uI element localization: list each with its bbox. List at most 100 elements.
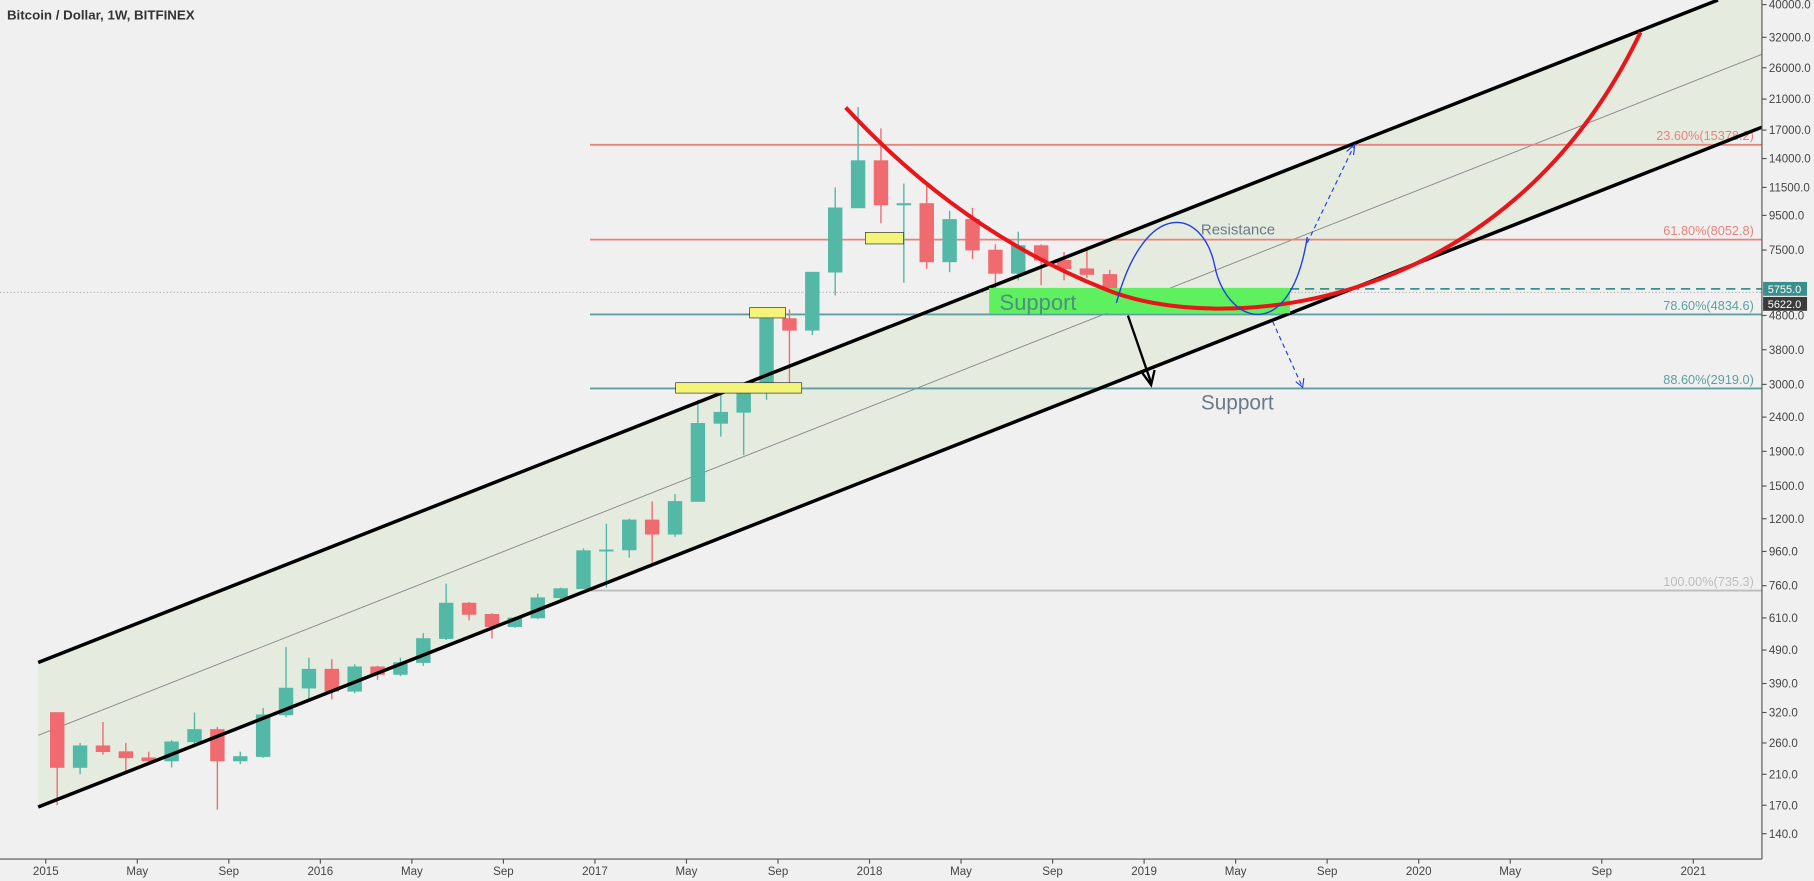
channel-lower [37, 125, 1763, 809]
x-tick-label: Sep [1042, 866, 1063, 878]
x-tick-label: May [1499, 866, 1521, 878]
candle-body [49, 712, 65, 768]
downtrend-curve [844, 106, 1106, 291]
candle-body [850, 160, 866, 209]
y-tick-label: 140.0 [1769, 829, 1798, 841]
candle-body [919, 203, 934, 263]
x-tick-label: Sep [1591, 866, 1612, 878]
price-label: 5622.0 [1768, 299, 1802, 311]
arrow-head [1295, 377, 1305, 389]
fib-label: 88.60%(2919.0) [1663, 372, 1754, 387]
price-label-box [1763, 296, 1808, 311]
candle-body [827, 207, 843, 273]
annotation: Support [1000, 290, 1077, 315]
y-tick-label: 11500.0 [1769, 182, 1810, 194]
candle-body [759, 318, 774, 392]
x-tick-label: 2017 [582, 866, 608, 878]
candle-body [1079, 268, 1095, 275]
candle-body [942, 219, 957, 263]
y-tick-label: 3800.0 [1769, 345, 1804, 357]
y-tick-label: 7500.0 [1769, 245, 1804, 257]
fib-label: 61.80%(8052.8) [1663, 223, 1754, 238]
highlight-box [675, 382, 803, 394]
channel-upper [37, 0, 1719, 665]
projection-wave [1115, 221, 1308, 316]
y-tick-label: 320.0 [1769, 708, 1798, 720]
y-tick-label: 4800.0 [1769, 311, 1804, 323]
x-tick-label: May [126, 866, 148, 878]
candle-body [736, 390, 751, 413]
fib-label: 78.60%(4834.6) [1663, 298, 1754, 313]
arrow-head [1346, 143, 1356, 155]
fib-layer: 23.60%(15378.2)61.80%(8052.8)78.60%(4834… [0, 128, 1762, 592]
y-tick-label: 610.0 [1769, 613, 1798, 625]
candle-body [690, 423, 706, 502]
y-tick-label: 390.0 [1769, 679, 1798, 691]
y-tick-label: 1500.0 [1769, 481, 1804, 493]
annotation: Support [1201, 391, 1274, 414]
candle-body [233, 756, 248, 762]
fib-label: 100.00%(735.3) [1663, 574, 1754, 589]
y-tick-label: 960.0 [1769, 546, 1798, 558]
candle-body [896, 203, 912, 206]
y-tick-label: 760.0 [1769, 581, 1798, 593]
highlight-box [749, 307, 786, 319]
y-tick-label: 32000.0 [1769, 32, 1811, 44]
candle-body [576, 550, 591, 589]
price-axis [1761, 0, 1814, 881]
candle-body [95, 745, 111, 753]
candle-body [622, 519, 637, 551]
candle-body [1056, 259, 1072, 270]
candle-body [782, 318, 797, 331]
candle-body [187, 729, 202, 743]
candle-body [667, 501, 683, 535]
x-tick-label: May [676, 866, 698, 878]
y-tick-label: 14000.0 [1769, 154, 1811, 166]
price-label-box [1763, 281, 1808, 296]
x-tick-label: Sep [219, 866, 240, 878]
highlight-box [865, 232, 904, 245]
dashed-arrow [1272, 321, 1303, 386]
y-tick-label: 490.0 [1769, 645, 1798, 657]
y-tick-label: 17000.0 [1769, 125, 1811, 137]
candle-body [438, 602, 454, 639]
candle-body [644, 519, 660, 535]
cup-curve [1104, 31, 1643, 311]
x-tick-label: Sep [493, 866, 514, 878]
candle-body [72, 745, 88, 768]
x-tick-label: May [950, 866, 972, 878]
candle-body [988, 249, 1003, 274]
y-tick-label: 40000.0 [1769, 0, 1811, 12]
x-tick-label: 2020 [1406, 866, 1432, 878]
x-tick-label: Sep [768, 866, 789, 878]
candle-body [416, 638, 431, 663]
x-tick-label: Sep [1317, 866, 1338, 878]
candle-body [965, 219, 980, 251]
y-tick-label: 2400.0 [1769, 412, 1804, 424]
channel-midline [38, 53, 1763, 736]
candle-body [805, 271, 820, 331]
candle-body [255, 714, 271, 757]
price-label: 5755.0 [1768, 284, 1802, 296]
dashed-arrow [1306, 146, 1355, 244]
x-tick-label: 2018 [857, 866, 883, 878]
y-tick-label: 26000.0 [1769, 63, 1811, 75]
time-axis [0, 859, 1814, 881]
y-tick-label: 1200.0 [1769, 514, 1804, 526]
candle-body [461, 602, 477, 615]
x-tick-label: May [401, 866, 423, 878]
arrow [1126, 315, 1153, 384]
x-tick-label: 2019 [1131, 866, 1157, 878]
y-tick-label: 170.0 [1769, 800, 1798, 812]
annotation: Resistance [1201, 222, 1275, 239]
y-tick-label: 1900.0 [1769, 446, 1804, 458]
x-tick-label: May [1225, 866, 1247, 878]
y-tick-label: 3000.0 [1769, 379, 1804, 391]
x-tick-label: 2021 [1680, 866, 1706, 878]
x-tick-label: 2016 [308, 866, 334, 878]
arrow-head [1140, 369, 1156, 388]
y-tick-label: 21000.0 [1769, 94, 1811, 106]
